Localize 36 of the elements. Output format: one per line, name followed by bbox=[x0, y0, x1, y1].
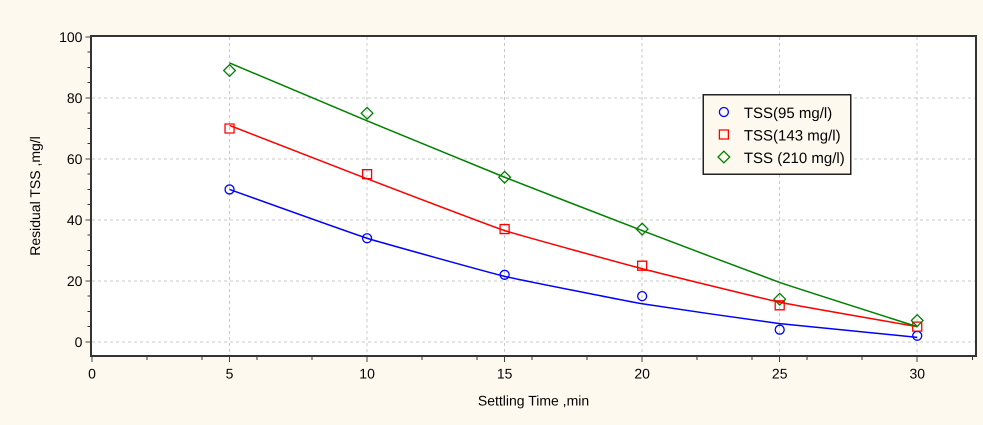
point bbox=[774, 324, 785, 335]
point bbox=[637, 260, 648, 271]
point bbox=[362, 233, 372, 244]
y-axis-title: Residual TSS ,mg/l bbox=[27, 136, 44, 256]
x-tick-label: 5 bbox=[226, 366, 234, 382]
point bbox=[912, 330, 922, 341]
y-tick-label: 0 bbox=[74, 334, 83, 350]
point bbox=[224, 184, 235, 195]
x-tick-label: 25 bbox=[772, 366, 788, 382]
legend-label: TSS(95 mg/l) bbox=[744, 104, 832, 122]
y-tick-label: 80 bbox=[66, 90, 83, 106]
point bbox=[636, 222, 649, 236]
legend-label: TSS(143 mg/l) bbox=[744, 127, 841, 144]
point bbox=[362, 169, 372, 180]
point bbox=[774, 300, 785, 310]
point bbox=[223, 64, 236, 78]
y-tick-label: 60 bbox=[66, 150, 83, 167]
x-axis-title: Settling Time ,min bbox=[478, 392, 590, 408]
x-tick-label: 20 bbox=[634, 366, 650, 382]
y-tick-label: 20 bbox=[66, 272, 83, 289]
point bbox=[498, 170, 512, 184]
x-tick-label: 10 bbox=[359, 366, 376, 382]
point bbox=[637, 291, 648, 302]
point bbox=[499, 224, 510, 234]
point bbox=[360, 106, 374, 120]
x-tick-label: 15 bbox=[496, 366, 513, 382]
point bbox=[910, 314, 924, 328]
point bbox=[499, 270, 510, 280]
legend-label: TSS (210 mg/l) bbox=[744, 150, 845, 167]
y-tick-label: 100 bbox=[59, 28, 83, 45]
x-tick-label: 30 bbox=[909, 366, 926, 382]
x-tick-label: 0 bbox=[88, 366, 96, 382]
point bbox=[912, 322, 922, 332]
point bbox=[224, 123, 235, 134]
y-tick-label: 40 bbox=[66, 212, 83, 228]
point bbox=[773, 292, 786, 306]
